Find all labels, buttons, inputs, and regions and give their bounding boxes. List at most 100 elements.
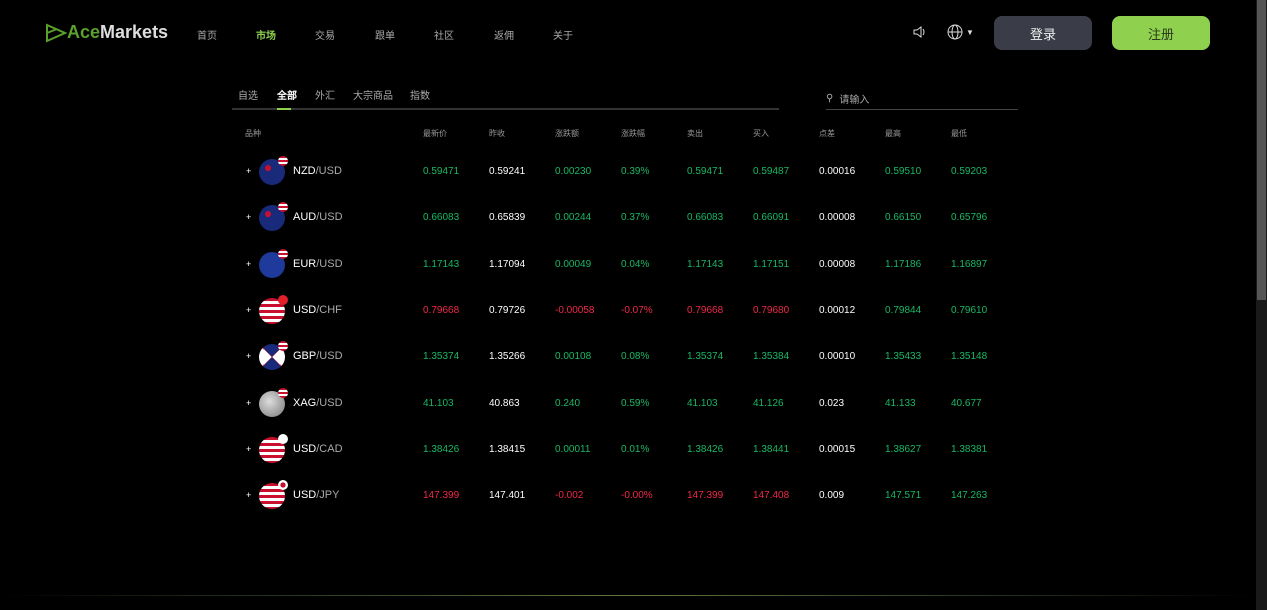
header-symbol: 品种 <box>245 129 261 138</box>
cell-low: 147.263 <box>951 490 988 502</box>
cell-spread: 0.023 <box>819 397 845 409</box>
symbol-base: XAG <box>293 396 317 409</box>
nav-about[interactable]: 关于 <box>553 31 573 42</box>
header-high: 最高 <box>885 129 901 138</box>
header-spread: 点差 <box>819 129 835 138</box>
nav-home[interactable]: 首页 <box>197 31 217 42</box>
nav-copy[interactable]: 跟单 <box>375 31 395 42</box>
add-watchlist-button[interactable]: + <box>246 258 252 269</box>
tab-indicator <box>277 108 291 110</box>
header-ask: 买入 <box>753 129 769 138</box>
tab-commodities[interactable]: 大宗商品 <box>353 91 393 102</box>
flag-usd-icon <box>259 480 288 510</box>
cell-bid: 1.17143 <box>687 258 724 270</box>
symbol-name[interactable]: GBP/USD <box>293 350 343 362</box>
tab-watchlist[interactable]: 自选 <box>238 91 258 102</box>
cell-ask: 1.35384 <box>753 351 790 363</box>
cell-change: -0.002 <box>555 490 584 502</box>
cell-low: 0.65796 <box>951 212 988 224</box>
header-bid: 卖出 <box>687 129 703 138</box>
symbol-name[interactable]: USD/CAD <box>293 443 343 455</box>
tab-forex[interactable]: 外汇 <box>315 91 335 102</box>
cell-change-pct: 0.04% <box>621 258 650 270</box>
flag-usd-icon <box>278 387 288 398</box>
flag-usd-icon <box>278 248 288 259</box>
symbol-quote: /JPY <box>316 489 340 502</box>
nav-trade[interactable]: 交易 <box>315 31 335 42</box>
cell-high: 1.38627 <box>885 443 922 455</box>
add-watchlist-button[interactable]: + <box>246 490 252 501</box>
language-selector[interactable]: ▼ <box>947 24 974 40</box>
cell-ask: 147.408 <box>753 490 790 502</box>
logo[interactable]: Ace Markets <box>45 22 168 43</box>
add-watchlist-button[interactable]: + <box>246 443 252 454</box>
cell-last: 147.399 <box>423 490 460 502</box>
cell-bid: 0.66083 <box>687 212 724 224</box>
symbol-name[interactable]: USD/JPY <box>293 489 339 501</box>
cell-prev-close: 1.35266 <box>489 351 526 363</box>
nav-community[interactable]: 社区 <box>434 31 454 42</box>
flag-usd-icon <box>278 341 288 352</box>
speaker-icon[interactable] <box>912 25 928 39</box>
nav-market[interactable]: 市场 <box>256 31 276 42</box>
add-watchlist-button[interactable]: + <box>246 397 252 408</box>
symbol-name[interactable]: XAG/USD <box>293 397 343 409</box>
tab-indices[interactable]: 指数 <box>410 91 430 102</box>
cell-low: 0.79610 <box>951 304 988 316</box>
flag-eur-icon <box>259 248 288 278</box>
symbol-name[interactable]: USD/CHF <box>293 304 342 316</box>
symbol-name[interactable]: AUD/USD <box>293 211 343 223</box>
cell-bid: 1.35374 <box>687 351 724 363</box>
cell-change: 0.00108 <box>555 351 592 363</box>
cell-ask: 41.126 <box>753 397 784 409</box>
flag-usd-icon <box>259 433 288 463</box>
cell-ask: 0.79680 <box>753 304 790 316</box>
globe-icon <box>947 24 963 40</box>
symbol-base: AUD <box>293 211 317 224</box>
add-watchlist-button[interactable]: + <box>246 166 252 176</box>
add-watchlist-button[interactable]: + <box>246 351 252 362</box>
add-watchlist-button[interactable]: + <box>246 212 252 223</box>
cell-spread: 0.009 <box>819 490 845 502</box>
scrollbar-thumb[interactable] <box>1257 0 1266 300</box>
cell-low: 1.35148 <box>951 351 988 363</box>
register-button[interactable]: 注册 <box>1112 16 1210 50</box>
cell-ask: 1.17151 <box>753 258 790 270</box>
cell-prev-close: 1.38415 <box>489 443 526 455</box>
symbol-name[interactable]: NZD/USD <box>293 165 342 177</box>
cell-ask: 0.66091 <box>753 212 790 224</box>
scrollbar[interactable] <box>1256 0 1267 610</box>
cell-spread: 0.00015 <box>819 443 856 455</box>
tab-all[interactable]: 全部 <box>277 91 297 102</box>
cell-prev-close: 0.79726 <box>489 304 526 316</box>
cell-change: -0.00058 <box>555 304 595 316</box>
add-watchlist-button[interactable]: + <box>246 304 252 315</box>
flag-usd-icon <box>278 202 288 213</box>
tab-divider <box>232 108 779 110</box>
flag-usd-icon <box>278 156 288 166</box>
symbol-base: USD <box>293 442 317 455</box>
cell-change: 0.00011 <box>555 443 591 455</box>
nav-rebate[interactable]: 返佣 <box>494 31 514 42</box>
cell-ask: 1.38441 <box>753 443 790 455</box>
login-button[interactable]: 登录 <box>994 16 1092 50</box>
symbol-base: EUR <box>293 257 317 270</box>
flag-aud-icon <box>259 202 288 232</box>
cell-spread: 0.00008 <box>819 212 856 224</box>
cell-bid: 41.103 <box>687 397 718 409</box>
cell-last: 1.38426 <box>423 443 460 455</box>
symbol-base: NZD <box>293 165 316 177</box>
search-input[interactable]: ⚲ 请输入 <box>826 88 1018 110</box>
cell-ask: 0.59487 <box>753 166 790 177</box>
symbol-quote: /USD <box>316 396 343 409</box>
flag-cad-icon <box>278 433 288 444</box>
cell-high: 147.571 <box>885 490 922 502</box>
cell-high: 0.66150 <box>885 212 922 224</box>
flag-xag-icon <box>259 387 288 417</box>
cell-low: 40.677 <box>951 397 982 409</box>
flag-gbp-icon <box>259 341 288 371</box>
symbol-name[interactable]: EUR/USD <box>293 258 343 270</box>
cell-change: 0.240 <box>555 397 581 409</box>
cell-prev-close: 0.65839 <box>489 212 526 224</box>
cell-change-pct: -0.00% <box>621 490 653 502</box>
